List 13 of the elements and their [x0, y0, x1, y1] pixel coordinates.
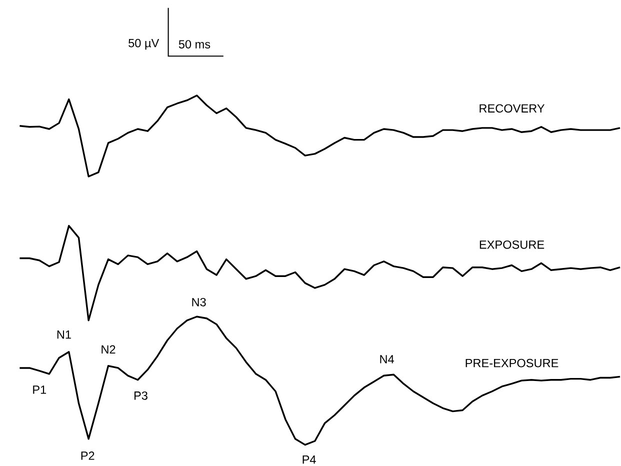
series-label: RECOVERY [480, 104, 545, 112]
text: 50 µV [128, 38, 160, 50]
text: 50 ms [178, 40, 210, 48]
text: P4 [302, 455, 316, 464]
annotation: N2 [102, 345, 116, 354]
text: P2 [81, 451, 94, 460]
series-label: PRE-EXPOSURE [466, 358, 558, 368]
annotation: P3 [134, 391, 148, 400]
annotation: P1 [33, 385, 46, 394]
series-label: EXPOSURE [480, 240, 544, 249]
annotation: N4 [380, 354, 394, 364]
annotation: N3 [192, 298, 206, 306]
annotation: N1 [57, 330, 71, 338]
